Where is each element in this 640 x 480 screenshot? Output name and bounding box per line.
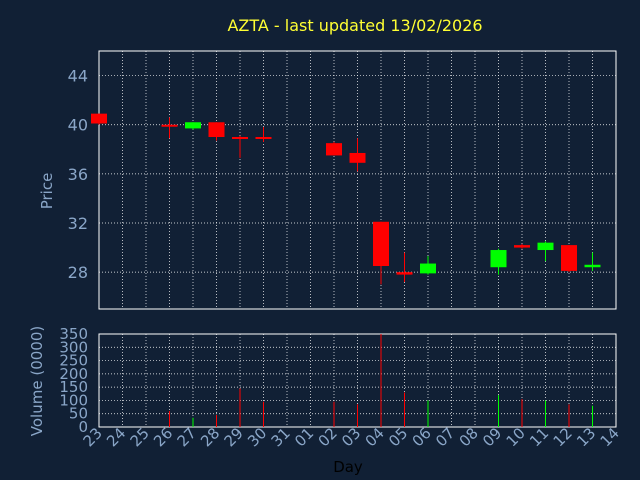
x-tick-label: 25 <box>127 424 153 450</box>
volume-y-tick-label: 200 <box>59 365 88 383</box>
x-tick-label: 29 <box>221 424 247 450</box>
x-tick-label: 24 <box>103 424 129 450</box>
candle-body <box>326 143 342 156</box>
volume-bars <box>169 334 593 427</box>
candle-body <box>537 242 554 251</box>
candle-body <box>91 113 107 124</box>
x-tick-label: 08 <box>456 424 482 450</box>
volume-y-tick-label: 300 <box>59 338 88 356</box>
volume-y-tick-label: 250 <box>59 352 88 370</box>
x-tick-label: 04 <box>362 424 388 450</box>
candle <box>561 245 577 273</box>
x-ticks: 2324252627282930310102030405060708091011… <box>80 424 623 450</box>
candle <box>208 122 225 141</box>
volume-y-tick-label: 0 <box>78 418 88 436</box>
candle <box>373 221 389 285</box>
x-tick-label: 12 <box>550 424 576 450</box>
chart-title: AZTA - last updated 13/02/2026 <box>227 16 482 35</box>
x-tick-label: 31 <box>268 424 294 450</box>
candle <box>396 252 413 282</box>
candle-body <box>396 272 413 275</box>
volume-y-tick-label: 150 <box>59 378 88 396</box>
candle-body <box>420 263 436 274</box>
candle-body <box>584 264 601 268</box>
price-candles <box>91 113 601 285</box>
x-tick-label: 11 <box>526 424 552 450</box>
volume-y-tick-label: 50 <box>69 405 88 423</box>
volume-y-tick-label: 350 <box>59 325 88 343</box>
x-axis-label: Day <box>333 458 363 476</box>
candle <box>255 127 272 142</box>
candle-body <box>161 124 178 127</box>
volume-axis-label: Volume (0000) <box>28 326 46 436</box>
candle-body <box>185 122 201 129</box>
x-tick-label: 09 <box>479 424 505 450</box>
x-tick-label: 03 <box>338 424 364 450</box>
price-y-tick-label: 44 <box>68 67 88 86</box>
candle-body <box>514 245 530 248</box>
x-tick-label: 14 <box>597 424 623 450</box>
candle-body <box>232 137 248 139</box>
x-tick-label: 06 <box>409 424 435 450</box>
x-tick-label: 01 <box>291 424 317 450</box>
candle <box>490 248 507 275</box>
candle-body <box>208 122 225 137</box>
x-tick-label: 26 <box>150 424 176 450</box>
candle <box>514 243 530 249</box>
price-y-ticks: 28 32 36 40 44 <box>68 67 88 283</box>
candle <box>232 135 248 158</box>
price-y-tick-label: 32 <box>68 214 88 233</box>
candle <box>185 122 201 130</box>
x-tick-label: 10 <box>503 424 529 450</box>
x-tick-label: 07 <box>432 424 458 450</box>
price-grid <box>98 51 617 309</box>
candle <box>91 113 107 125</box>
candle <box>349 138 366 172</box>
candle <box>584 252 601 271</box>
candle-body <box>255 137 272 139</box>
candle-body <box>561 245 577 271</box>
x-tick-label: 02 <box>315 424 341 450</box>
price-y-tick-label: 40 <box>68 116 88 135</box>
candle-body <box>349 152 366 163</box>
candle <box>326 141 342 156</box>
x-tick-label: 30 <box>244 424 270 450</box>
x-tick-label: 13 <box>573 424 599 450</box>
price-y-tick-label: 36 <box>68 165 88 184</box>
price-y-tick-label: 28 <box>68 263 88 282</box>
candle-body <box>373 221 389 266</box>
candle <box>161 117 178 139</box>
volume-y-tick-label: 100 <box>59 391 88 409</box>
x-tick-label: 27 <box>174 424 200 450</box>
x-tick-label: 28 <box>197 424 223 450</box>
candle-body <box>490 250 507 268</box>
candle <box>537 241 554 262</box>
price-axis-label: Price <box>38 173 56 210</box>
x-tick-label: 05 <box>385 424 411 450</box>
candle <box>420 256 436 275</box>
